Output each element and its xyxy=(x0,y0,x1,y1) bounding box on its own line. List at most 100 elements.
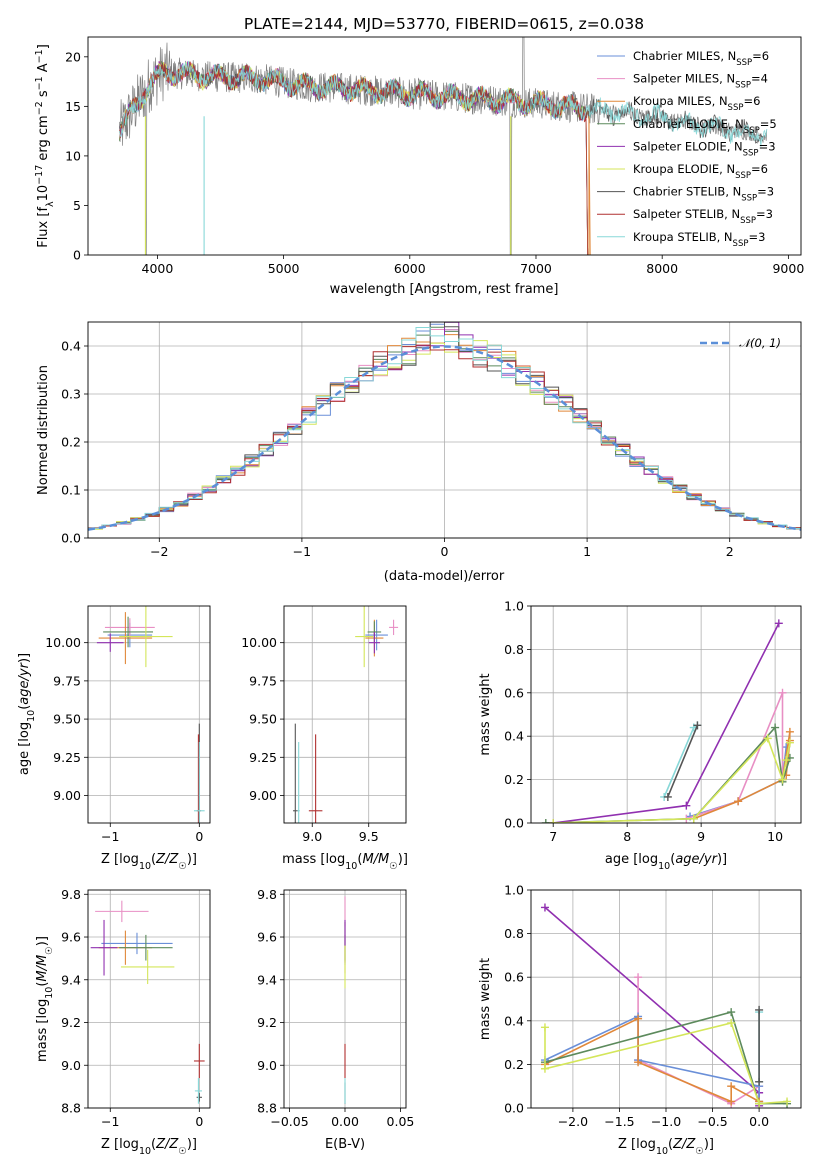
weight-marker xyxy=(755,1099,764,1108)
weight-series xyxy=(544,1011,787,1105)
residuals-panel: −2 −1 0 1 2 0.0 0.1 0.2 0.3 0.4 (data-model)/error… xyxy=(36,321,802,584)
p-wz-xlabel-part: ☉ xyxy=(695,1146,704,1157)
p-wage-xlabel-part: age/yr xyxy=(675,852,718,867)
weight-marker xyxy=(540,1064,549,1073)
weight-marker xyxy=(727,1008,736,1017)
y-tick-label: 15 xyxy=(65,99,81,114)
x-tick-label: 0.00 xyxy=(331,1114,359,1129)
legend-entry: Chabrier ELODIE, NSSP=5 xyxy=(633,117,777,136)
spectrum-panel: 4000 5000 6000 7000 8000 9000 0 5 10 15 20 waveleng… xyxy=(34,36,804,297)
p-wage-xlabel-part: age [log xyxy=(605,852,658,867)
figure-title: PLATE=2144, MJD=53770, FIBERID=0615, z=0… xyxy=(244,15,644,33)
p-massz-xlabel-part: 10 xyxy=(139,1146,151,1157)
p-agez-xlabel-part: Z [log xyxy=(101,852,139,867)
p-massz-ylabel-part: mass [log xyxy=(35,999,50,1062)
weight-marker xyxy=(783,1097,792,1106)
weight-series xyxy=(544,1017,760,1103)
spectrum-ylabel-part: erg cm xyxy=(36,115,51,164)
plot-area xyxy=(540,903,792,1108)
weight-marker xyxy=(540,1023,549,1032)
spectrum-ylabel-part: ] xyxy=(36,44,51,49)
spectrum-ylabel-part: 10 xyxy=(36,185,51,202)
data-point xyxy=(293,723,298,823)
x-tick-label: −1 xyxy=(293,544,311,559)
legend-tail: =3 xyxy=(756,207,773,221)
x-tick-label: 0.0 xyxy=(749,1114,769,1129)
spectrum-ylabel-part: −2 xyxy=(34,101,45,115)
residuals-ylabel: Normed distribution xyxy=(36,365,51,495)
y-tick-label: 9.00 xyxy=(53,788,81,803)
data-point xyxy=(95,900,149,923)
p-wz-ylabel: mass weight xyxy=(478,958,493,1040)
x-tick-label: 6000 xyxy=(394,261,426,276)
p-agez-ylabel-part: ( xyxy=(17,705,32,710)
weight-marker xyxy=(663,792,672,801)
x-tick-label: 0.05 xyxy=(387,1114,415,1129)
p-agez-xlabel-part: Z/Z xyxy=(155,852,179,867)
x-tick-label: 7 xyxy=(549,829,557,844)
p-agez-xlabel-part: ( xyxy=(151,852,156,867)
x-tick-label: 0 xyxy=(441,544,449,559)
p-agez-ylabel-part: 10 xyxy=(26,710,37,722)
weight-marker xyxy=(693,721,702,730)
p-agemass-xlabel: mass [log10(M/M☉)] xyxy=(282,852,408,872)
spectrum-ylabel-part: −1 xyxy=(34,49,45,63)
data-point xyxy=(308,734,323,823)
weight-marker xyxy=(540,903,549,912)
p-agez-xlabel: Z [log10(Z/Z☉)] xyxy=(101,852,197,872)
data-point xyxy=(119,934,173,961)
y-tick-label: 9.25 xyxy=(249,750,277,765)
x-tick-label: 4000 xyxy=(142,261,174,276)
data-point xyxy=(119,606,173,668)
plot-area xyxy=(90,900,205,1104)
legend-sub: SSP xyxy=(735,81,751,91)
y-tick-label: 0.6 xyxy=(504,970,524,985)
legend-text: Salpeter ELODIE, N xyxy=(633,139,743,153)
data-point xyxy=(193,742,205,823)
legend-sub: SSP xyxy=(743,148,759,158)
p-massz-ylabel-part: ☉ xyxy=(44,946,55,955)
x-tick-label: −1 xyxy=(101,1114,119,1129)
x-tick-label: 2 xyxy=(726,544,734,559)
legend-normal: 𝒩(0, 1) xyxy=(739,336,781,350)
weight-marker xyxy=(778,688,787,697)
y-tick-label: 0.6 xyxy=(504,685,524,700)
x-tick-label: 8000 xyxy=(646,261,678,276)
legend-sub: SSP xyxy=(736,58,752,68)
y-tick-label: 9.0 xyxy=(61,1058,81,1073)
x-tick-label: −0.05 xyxy=(270,1114,308,1129)
legend-entry: Kroupa MILES, NSSP=6 xyxy=(633,94,760,113)
data-point xyxy=(103,616,154,648)
legend-tail: =6 xyxy=(752,49,769,63)
y-tick-label: 0.8 xyxy=(504,642,524,657)
normal-curve xyxy=(88,345,801,531)
p-agemass-xlabel-part: ☉ xyxy=(389,861,398,872)
legend-text: Kroupa STELIB, N xyxy=(633,230,733,244)
weight-marker xyxy=(763,734,772,743)
y-tick-label: 9.50 xyxy=(53,712,81,727)
y-tick-label: 9.8 xyxy=(257,887,277,902)
weight-marker xyxy=(689,814,698,823)
data-point xyxy=(98,612,153,665)
y-tick-label: 9.2 xyxy=(61,1015,81,1030)
weight-marker xyxy=(727,1097,736,1106)
legend-tail: =3 xyxy=(759,139,776,153)
y-tick-label: 1.0 xyxy=(504,599,524,614)
p-agez-ylabel: age [log10(age/yr)] xyxy=(17,653,37,775)
x-tick-label: −2.0 xyxy=(558,1114,588,1129)
y-tick-label: 9.4 xyxy=(257,972,277,987)
p-massz-xlabel-part: )] xyxy=(187,1137,197,1152)
residuals-xlabel: (data-model)/error xyxy=(384,569,505,584)
p-agez-ylabel-part: age [log xyxy=(17,722,32,775)
age-vs-mass-panel: 9.0 9.5 9.00 9.25 9.50 9.75 10.00 mass [log10(M… xyxy=(241,605,408,872)
weight-series xyxy=(667,725,699,798)
legend-tail: =5 xyxy=(760,117,777,131)
p-massz-xlabel-part: Z [log xyxy=(101,1137,139,1152)
p-wz-xlabel-part: ( xyxy=(668,1137,673,1152)
x-tick-label: −1.5 xyxy=(604,1114,634,1129)
y-tick-label: 10.00 xyxy=(241,635,277,650)
data-point xyxy=(193,1043,205,1079)
legend-tail: =6 xyxy=(751,162,768,176)
legend-tail: =6 xyxy=(743,94,760,108)
